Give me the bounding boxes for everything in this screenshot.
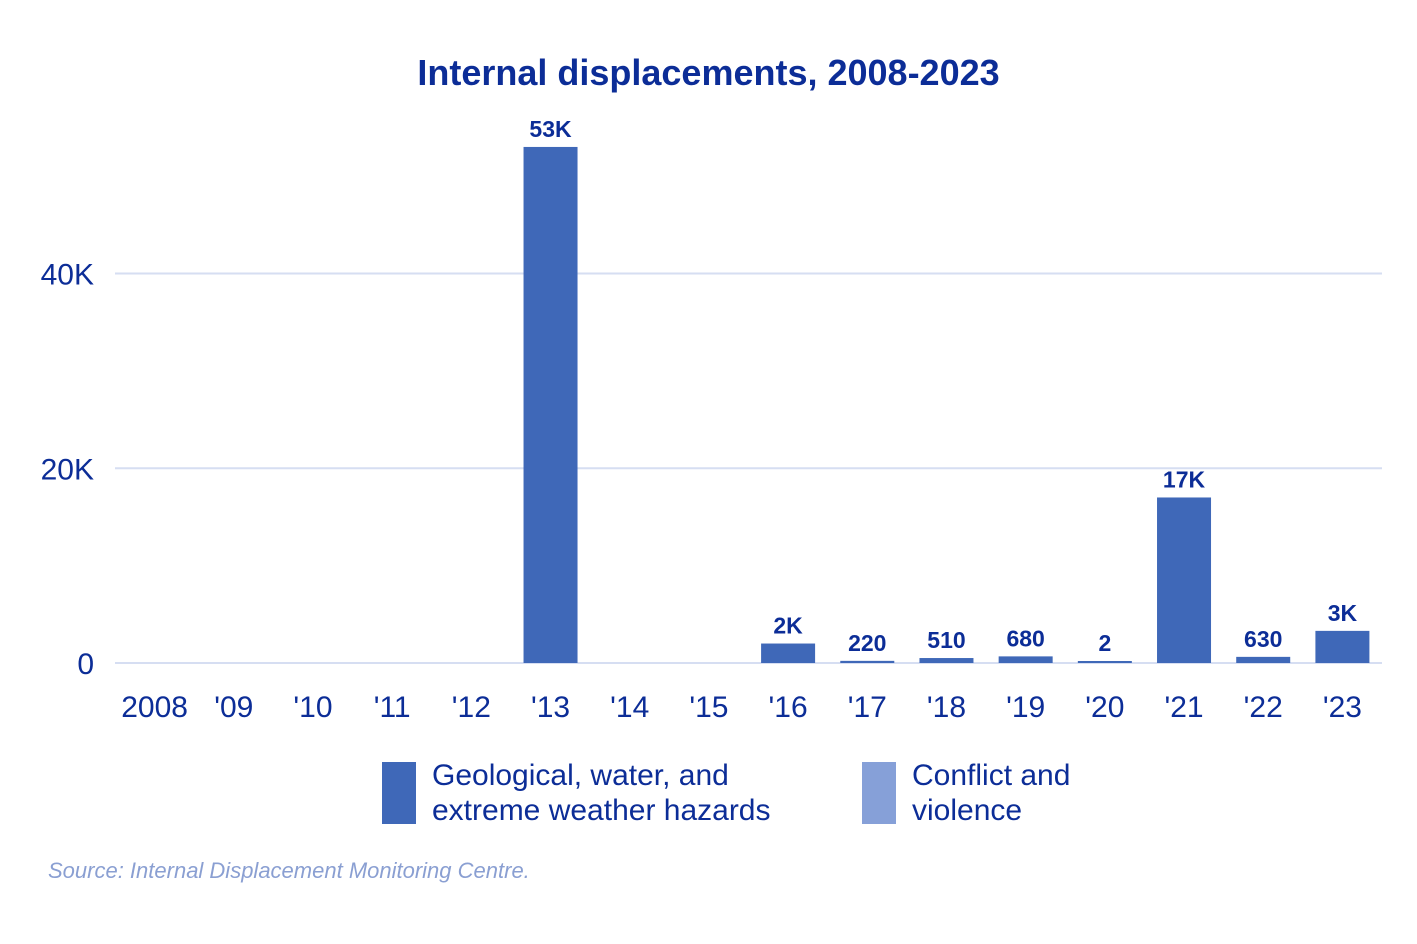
legend-swatch-hazards — [382, 762, 416, 824]
bar-value-label: 17K — [1163, 466, 1206, 492]
x-tick-label: '20 — [1085, 691, 1124, 724]
legend-label-hazards: Geological, water, and extreme weather h… — [432, 759, 771, 827]
bars — [523, 146, 1370, 663]
x-tick-label: '23 — [1323, 691, 1362, 724]
x-tick-label: '19 — [1006, 691, 1045, 724]
bar-value-label: 510 — [927, 627, 965, 653]
x-tick-label: '17 — [848, 691, 887, 724]
bar-value-label: 2 — [1098, 630, 1111, 656]
bar-value-label: 220 — [848, 630, 886, 656]
bar-value-label: 3K — [1328, 600, 1358, 626]
y-tick-label: 20K — [41, 453, 94, 486]
legend-item-hazards: Geological, water, and extreme weather h… — [382, 758, 822, 828]
bar — [1077, 661, 1132, 663]
bar — [919, 658, 974, 663]
bar-value-label: 630 — [1244, 626, 1282, 652]
y-axis-labels: 0 20K 40K — [41, 259, 94, 681]
bar-value-label: 2K — [773, 613, 803, 639]
x-tick-label: '12 — [452, 691, 491, 724]
bar — [1157, 497, 1212, 663]
x-tick-label: 2008 — [121, 691, 188, 724]
y-tick-label: 0 — [77, 648, 94, 681]
x-tick-label: '14 — [610, 691, 649, 724]
bar — [1236, 656, 1291, 663]
bar — [840, 660, 895, 663]
x-tick-label: '10 — [293, 691, 332, 724]
legend-swatch-conflict — [862, 762, 896, 824]
bar-value-label: 680 — [1006, 625, 1044, 651]
bar-value-label: 53K — [529, 116, 572, 142]
bar — [998, 656, 1053, 663]
x-axis-labels: 2008 '09 '10 '11 '12 '13 '14 '15 '16 '17 '18 '19 '20… — [121, 691, 1362, 724]
legend-label-conflict: Conflict and violence — [912, 759, 1071, 827]
x-tick-label: '09 — [214, 691, 253, 724]
chart-title: Internal displacements, 2008-2023 — [417, 52, 1000, 93]
x-tick-label: '18 — [927, 691, 966, 724]
x-tick-label: '11 — [374, 691, 411, 724]
bar — [1315, 630, 1370, 663]
x-tick-label: '21 — [1164, 691, 1203, 724]
x-tick-label: '15 — [689, 691, 728, 724]
source-note: Source: Internal Displacement Monitoring… — [48, 858, 530, 883]
bar — [761, 643, 816, 663]
y-tick-label: 40K — [41, 259, 94, 292]
legend-item-conflict: Conflict and violence — [862, 758, 1142, 828]
bar — [523, 146, 578, 663]
x-tick-label: '13 — [531, 691, 570, 724]
data-labels: 53K 2K 220 510 680 2 17K 630 3K — [529, 116, 1357, 656]
x-tick-label: '22 — [1244, 691, 1283, 724]
x-tick-label: '16 — [769, 691, 808, 724]
